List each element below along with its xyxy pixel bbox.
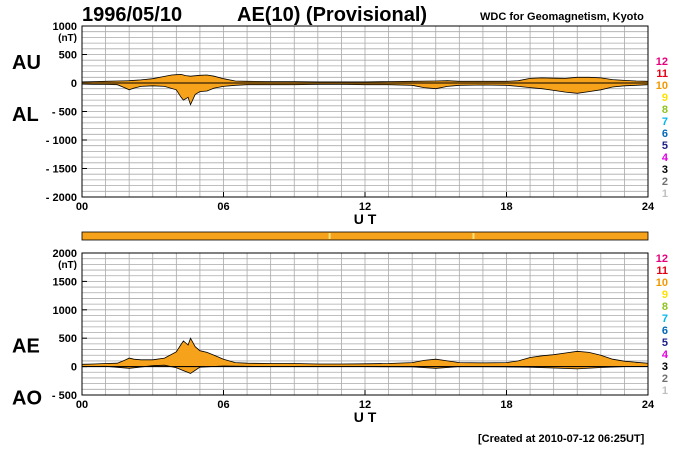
ae-ao-panel: 00 06 12 18 24 U T 2000 1500 1000 500 0 - 500 (nT) AE…	[12, 248, 655, 425]
plot-date: 1996/05/10	[82, 4, 183, 26]
y-tick-label: - 500	[52, 390, 77, 402]
y-tick-label: 0	[71, 78, 77, 90]
station-legend-item: 1	[662, 385, 668, 397]
y-tick-label: 1500	[53, 276, 77, 288]
plot-title: AE(10) (Provisional)	[237, 4, 428, 26]
station-legend-item: 5	[662, 337, 668, 349]
station-bar-fill	[81, 231, 649, 241]
station-legend-item: 6	[662, 325, 668, 337]
x-tick-label: 18	[500, 201, 512, 213]
station-legend-item: 9	[662, 289, 668, 301]
y-unit-label: (nT)	[58, 260, 77, 271]
station-bar-marker	[328, 233, 331, 239]
station-bar-marker	[472, 233, 475, 239]
station-legend-item: 4	[662, 152, 669, 164]
y-tick-label: 500	[59, 333, 77, 345]
station-count-bar	[81, 231, 649, 241]
station-legend-item: 10	[656, 277, 668, 289]
series-ae-area	[81, 337, 649, 367]
station-legend-item: 8	[662, 301, 668, 313]
station-legend-item: 2	[662, 373, 668, 385]
x-tick-label: 24	[642, 399, 655, 411]
station-legend-item: 7	[662, 313, 668, 325]
y-tick-label: - 2000	[46, 192, 77, 204]
x-tick-label: 12	[359, 201, 371, 213]
y-unit-label: (nT)	[58, 33, 77, 44]
x-tick-label: 18	[500, 399, 512, 411]
y-tick-label: - 1500	[46, 164, 77, 176]
x-tick-label: 12	[359, 399, 371, 411]
au-al-panel: 00 06 12 18 24 U T 1000 500 0 - 500 - 1000 - 1500 - …	[12, 21, 655, 227]
series-al-area	[81, 82, 649, 106]
data-source: WDC for Geomagnetism, Kyoto	[480, 11, 644, 23]
station-legend-item: 11	[656, 68, 668, 80]
station-legend-item: 7	[662, 116, 668, 128]
station-legend-item: 3	[662, 164, 668, 176]
station-legend-item: 6	[662, 128, 668, 140]
upper-index-label: AU	[12, 52, 41, 74]
upper-index-label: AE	[12, 336, 40, 358]
station-legend-item: 9	[662, 92, 668, 104]
x-tick-label: 00	[76, 201, 88, 213]
x-axis-label: U T	[354, 211, 377, 227]
x-axis-label: U T	[354, 409, 377, 425]
lower-index-label: AL	[12, 104, 39, 126]
station-legend-item: 12	[656, 253, 668, 265]
station-legend-item: 12	[656, 56, 668, 68]
station-legend-item: 10	[656, 80, 668, 92]
station-legend-item: 5	[662, 140, 668, 152]
station-legend-item: 4	[662, 349, 669, 361]
y-tick-label: 2000	[53, 248, 77, 260]
y-tick-label: 0	[71, 362, 77, 374]
x-tick-label: 24	[642, 201, 655, 213]
station-legend-item: 3	[662, 361, 668, 373]
x-tick-label: 06	[217, 399, 229, 411]
created-timestamp: [Created at 2010-07-12 06:25UT]	[478, 433, 645, 445]
y-tick-label: - 500	[52, 107, 77, 119]
station-legend-item: 2	[662, 176, 668, 188]
y-tick-label: - 1000	[46, 135, 77, 147]
station-legend-item: 11	[656, 265, 668, 277]
y-tick-label: 1000	[53, 21, 77, 33]
y-tick-label: 1000	[53, 305, 77, 317]
y-tick-label: 500	[59, 50, 77, 62]
station-legend-item: 1	[662, 188, 668, 200]
series-au-area	[81, 73, 649, 84]
lower-index-label: AO	[12, 388, 42, 410]
station-legend-item: 8	[662, 104, 668, 116]
x-tick-label: 06	[217, 201, 229, 213]
x-tick-label: 00	[76, 399, 88, 411]
